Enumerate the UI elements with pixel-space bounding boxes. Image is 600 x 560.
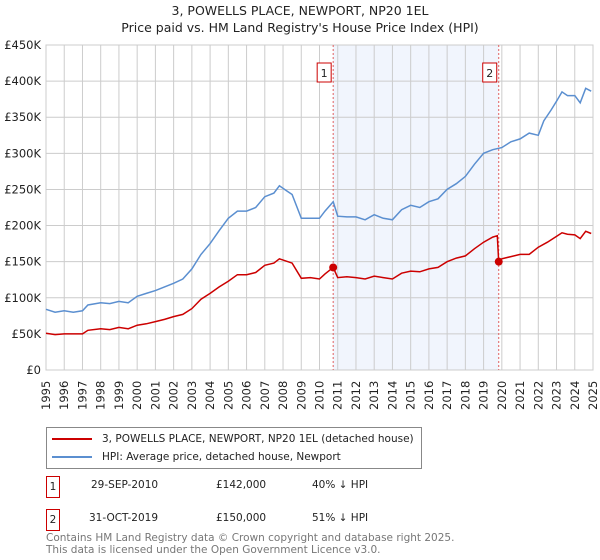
transaction-delta: 40% ↓ HPI xyxy=(312,479,369,491)
transaction-date: 31-OCT-2019 xyxy=(89,512,158,524)
sale-label: 1 xyxy=(321,67,328,80)
x-tick-label: 2000 xyxy=(130,381,144,410)
legend-label-hpi: HPI: Average price, detached house, Newp… xyxy=(102,451,341,463)
x-tick-label: 2018 xyxy=(458,381,472,410)
x-tick-label: 2017 xyxy=(440,381,454,410)
footer: Contains HM Land Registry data © Crown c… xyxy=(46,532,455,556)
x-tick-label: 2011 xyxy=(331,381,345,410)
shaded-period xyxy=(333,45,499,370)
legend-swatch-red xyxy=(52,438,92,440)
chart-subtitle: Price paid vs. HM Land Registry's House … xyxy=(121,20,479,35)
x-tick-label: 2007 xyxy=(258,381,272,410)
x-tick-label: 1995 xyxy=(39,381,53,410)
y-tick-label: £450K xyxy=(4,38,41,52)
x-tick-label: 2009 xyxy=(294,381,308,410)
y-tick-label: £50K xyxy=(12,327,42,341)
x-tick-label: 2010 xyxy=(313,381,327,410)
transaction-date: 29-SEP-2010 xyxy=(91,479,159,491)
legend-swatch-blue xyxy=(52,456,92,458)
sale-point xyxy=(329,263,338,272)
x-tick-label: 2013 xyxy=(367,381,381,410)
y-tick-label: £200K xyxy=(4,219,41,233)
y-tick-label: £400K xyxy=(4,74,41,88)
property-price-line xyxy=(45,230,592,336)
x-tick-label: 2014 xyxy=(385,381,399,410)
transaction-price: £150,000 xyxy=(216,512,267,524)
y-tick-label: £350K xyxy=(4,110,41,124)
x-tick-label: 2015 xyxy=(404,381,418,410)
x-tick-label: 2004 xyxy=(203,381,217,410)
sale-label-box xyxy=(316,62,332,83)
plot-frame xyxy=(45,44,594,371)
transaction-badge: 1 xyxy=(46,476,60,498)
hpi-line xyxy=(45,87,592,313)
x-tick-label: 2003 xyxy=(185,381,199,410)
transaction-badge: 2 xyxy=(46,509,60,531)
legend-item-hpi: HPI: Average price, detached house, Newp… xyxy=(52,449,341,465)
x-tick-label: 2002 xyxy=(167,381,181,410)
y-tick-label: £150K xyxy=(4,255,41,269)
x-tick-label: 2021 xyxy=(513,381,527,410)
x-tick-label: 2022 xyxy=(531,381,545,410)
x-tick-label: 2025 xyxy=(586,381,600,410)
x-tick-label: 2019 xyxy=(477,381,491,410)
x-tick-label: 2024 xyxy=(568,381,582,410)
x-tick-label: 2016 xyxy=(422,381,436,410)
y-tick-label: £300K xyxy=(4,146,41,160)
x-tick-label: 2023 xyxy=(550,381,564,410)
y-tick-label: £100K xyxy=(4,291,41,305)
x-tick-label: 2001 xyxy=(148,381,162,410)
x-tick-label: 1996 xyxy=(57,381,71,410)
sale-label-box xyxy=(482,62,498,83)
price-chart: £0 £50K £100K £150K £200K £250K £300K £350K £400… xyxy=(4,38,600,410)
x-tick-label: 1998 xyxy=(94,381,108,410)
chart-title: 3, POWELLS PLACE, NEWPORT, NP20 1EL xyxy=(171,3,429,18)
x-tick-label: 2012 xyxy=(349,381,363,410)
legend: 3, POWELLS PLACE, NEWPORT, NP20 1EL (det… xyxy=(46,427,422,469)
legend-item-property: 3, POWELLS PLACE, NEWPORT, NP20 1EL (det… xyxy=(52,431,414,447)
x-tick-label: 2005 xyxy=(221,381,235,410)
transaction-delta: 51% ↓ HPI xyxy=(312,512,369,524)
footer-licence: This data is licensed under the Open Gov… xyxy=(46,543,381,556)
y-tick-label: £0 xyxy=(26,363,41,377)
y-tick-label: £250K xyxy=(4,182,41,196)
footer-copyright: Contains HM Land Registry data © Crown c… xyxy=(46,532,455,544)
x-tick-label: 2006 xyxy=(240,381,254,410)
x-tick-label: 2020 xyxy=(495,381,509,410)
legend-label-property: 3, POWELLS PLACE, NEWPORT, NP20 1EL (det… xyxy=(102,433,414,445)
transaction-price: £142,000 xyxy=(216,479,267,491)
sale-point xyxy=(494,257,503,266)
x-tick-label: 2008 xyxy=(276,381,290,410)
sale-label: 2 xyxy=(486,67,493,80)
x-tick-label: 1999 xyxy=(112,381,126,410)
x-tick-label: 1997 xyxy=(75,381,89,410)
